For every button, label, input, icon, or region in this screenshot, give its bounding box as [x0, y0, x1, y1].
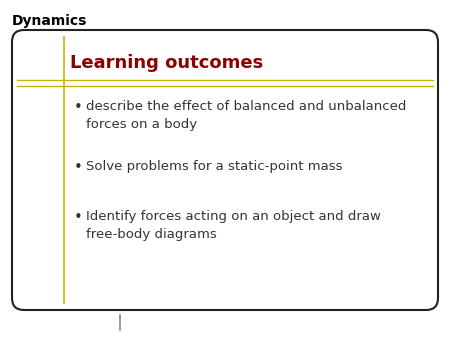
- Text: •: •: [74, 210, 82, 225]
- FancyBboxPatch shape: [12, 30, 438, 310]
- Text: describe the effect of balanced and unbalanced
forces on a body: describe the effect of balanced and unba…: [86, 100, 406, 131]
- Text: Identify forces acting on an object and draw
free-body diagrams: Identify forces acting on an object and …: [86, 210, 381, 241]
- Text: Learning outcomes: Learning outcomes: [70, 54, 263, 72]
- Text: •: •: [74, 160, 82, 175]
- Text: Solve problems for a static-point mass: Solve problems for a static-point mass: [86, 160, 342, 173]
- Text: •: •: [74, 100, 82, 115]
- Text: Dynamics: Dynamics: [12, 14, 87, 28]
